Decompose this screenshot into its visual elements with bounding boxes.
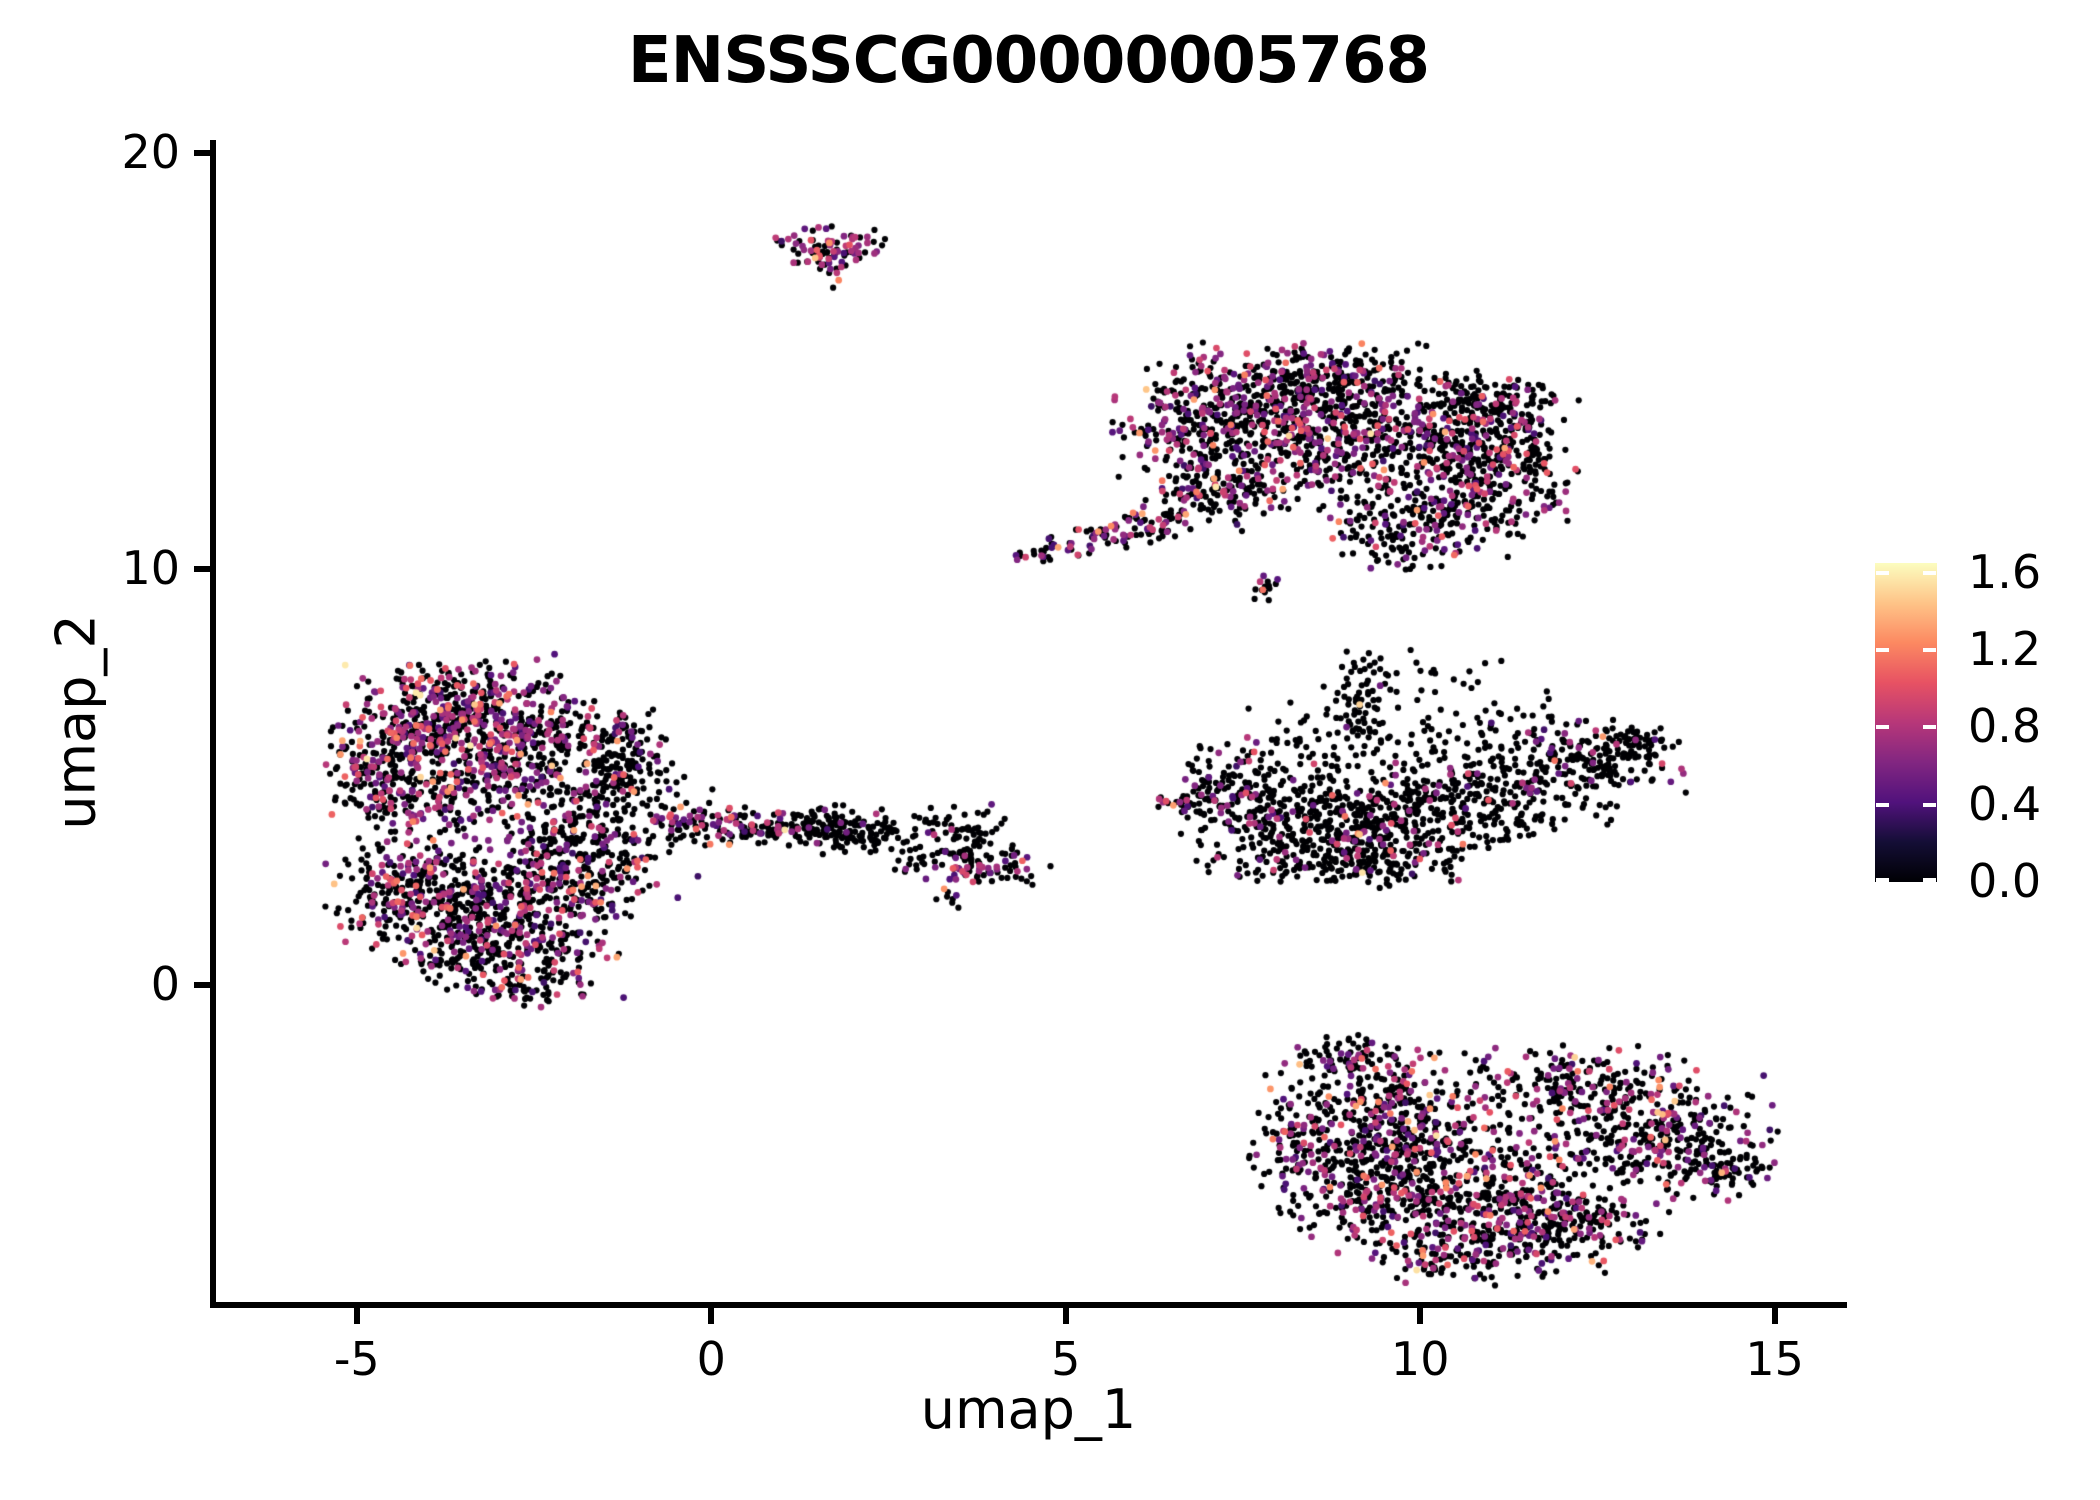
- y-axis-label: umap_2: [44, 614, 108, 830]
- y-tick-label: 20: [121, 124, 180, 179]
- x-tick-mark: [708, 1308, 715, 1324]
- x-tick-label: 10: [1390, 1332, 1450, 1386]
- x-tick-label: 5: [1051, 1332, 1081, 1386]
- colorbar-tick-dash: [1876, 725, 1889, 730]
- y-tick-label: 0: [150, 957, 180, 1012]
- y-tick-mark: [194, 565, 210, 572]
- colorbar-tick-dash: [1923, 802, 1936, 807]
- colorbar-tick-label: 1.6: [1968, 544, 2042, 599]
- x-axis-line: [210, 1302, 1847, 1308]
- x-tick-label: -5: [333, 1332, 380, 1386]
- colorbar-tick-dash: [1876, 878, 1889, 882]
- colorbar-tick-label: 1.2: [1968, 622, 2042, 676]
- x-tick-mark: [1417, 1308, 1424, 1324]
- colorbar-tick-dash: [1923, 570, 1936, 575]
- colorbar-gradient: [1875, 563, 1937, 882]
- colorbar-tick-dash: [1876, 648, 1889, 652]
- x-tick-mark: [1062, 1308, 1069, 1324]
- x-tick-mark: [1771, 1308, 1778, 1324]
- x-tick-label: 15: [1745, 1332, 1804, 1386]
- colorbar-tick-dash: [1876, 802, 1889, 807]
- y-tick-mark: [194, 149, 210, 156]
- x-axis-label: umap_1: [920, 1378, 1137, 1441]
- y-tick-label: 10: [121, 540, 180, 595]
- x-tick-mark: [353, 1308, 360, 1324]
- colorbar-tick-dash: [1923, 725, 1936, 730]
- y-axis-line: [210, 140, 216, 1308]
- colorbar-tick-dash: [1876, 570, 1889, 575]
- chart-title: ENSSSCG00000005768: [627, 24, 1430, 98]
- colorbar-tick-label: 0.4: [1968, 776, 2042, 831]
- y-tick-mark: [194, 982, 210, 989]
- colorbar-tick-label: 0.8: [1968, 699, 2042, 754]
- colorbar-tick-dash: [1923, 878, 1936, 882]
- colorbar-tick-dash: [1923, 648, 1936, 652]
- x-tick-label: 0: [696, 1332, 726, 1386]
- colorbar-tick-label: 0.0: [1968, 854, 2042, 908]
